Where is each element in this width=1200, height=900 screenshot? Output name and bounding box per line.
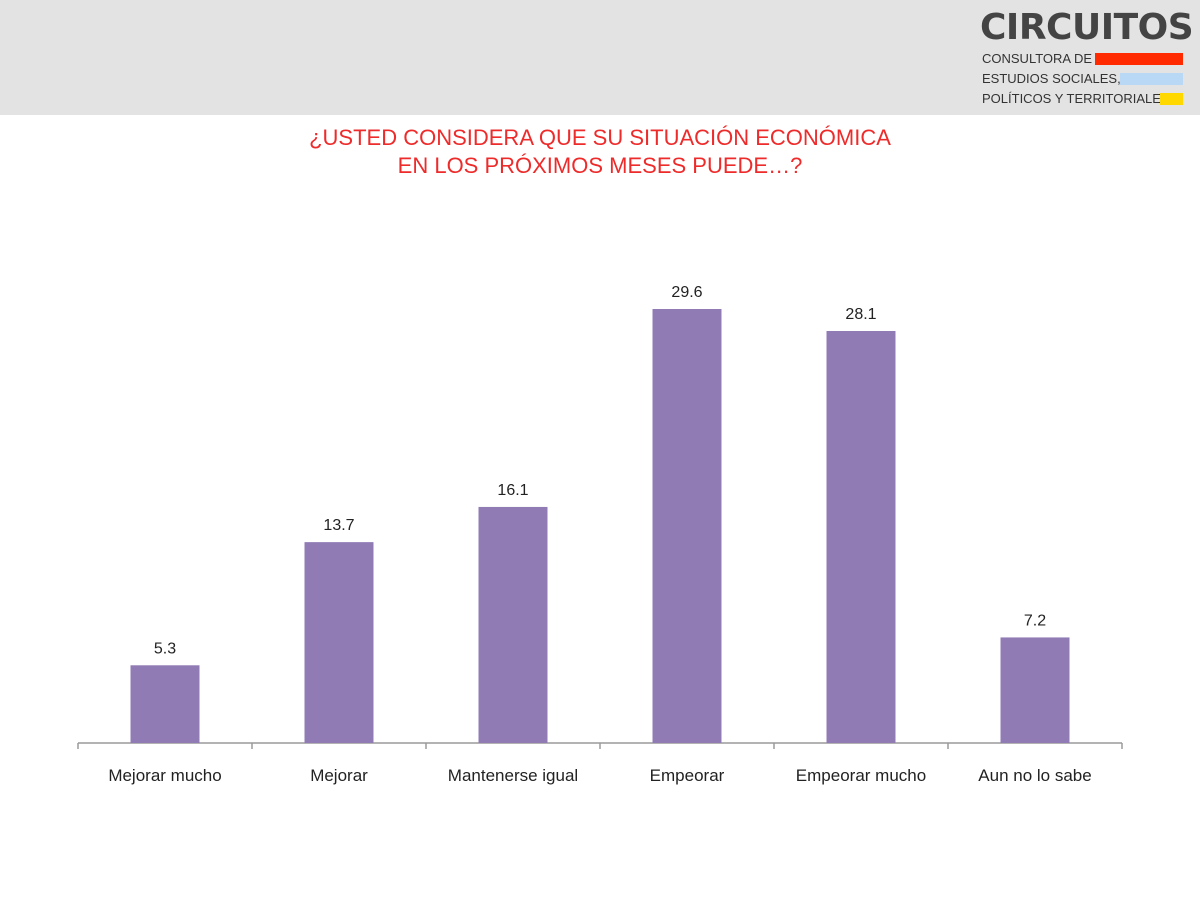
bar: [1000, 637, 1070, 743]
logo-line-1: CONSULTORA DE: [982, 51, 1093, 66]
data-label: 5.3: [154, 640, 176, 657]
category-label: Aun no lo sabe: [978, 766, 1091, 785]
chart-title-line-1: ¿USTED CONSIDERA QUE SU SITUACIÓN ECONÓM…: [309, 125, 891, 150]
bar: [478, 506, 548, 743]
category-label: Mantenerse igual: [448, 766, 578, 785]
category-label: Empeorar: [650, 766, 725, 785]
data-label: 16.1: [497, 482, 528, 499]
logo-name: CIRCUITOS: [980, 7, 1194, 48]
data-label: 29.6: [671, 284, 702, 301]
circuitos-logo: CIRCUITOS CONSULTORA DE ESTUDIOS SOCIALE…: [980, 8, 1194, 108]
bar: [130, 665, 200, 743]
logo-blue-stripe: [1120, 73, 1183, 85]
logo-line-3: POLÍTICOS Y TERRITORIALES: [982, 91, 1170, 106]
data-label: 7.2: [1024, 612, 1046, 629]
logo-red-stripe: [1095, 53, 1183, 65]
category-label: Mejorar mucho: [108, 766, 221, 785]
header-band: [0, 0, 1200, 115]
chart-title-line-2: EN LOS PRÓXIMOS MESES PUEDE…?: [397, 153, 803, 178]
data-label: 13.7: [323, 517, 354, 534]
category-label: Empeorar mucho: [796, 766, 926, 785]
bar: [652, 309, 722, 743]
logo-line-2: ESTUDIOS SOCIALES,: [982, 71, 1121, 86]
chart-title: ¿USTED CONSIDERA QUE SU SITUACIÓN ECONÓM…: [0, 124, 1200, 180]
logo-yellow-stripe: [1160, 93, 1183, 105]
bar: [304, 542, 374, 743]
category-label: Mejorar: [310, 766, 368, 785]
bar: [826, 330, 896, 743]
data-label: 28.1: [845, 306, 876, 323]
